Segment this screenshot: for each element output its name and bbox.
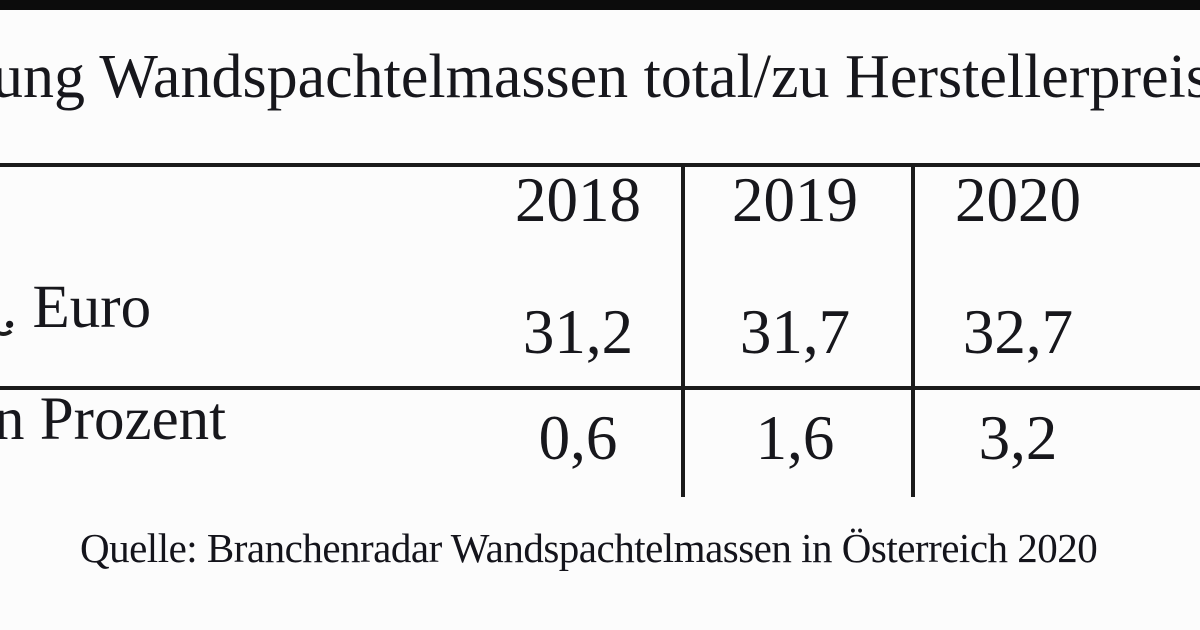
value-euro-2020: 32,7 bbox=[962, 297, 1074, 367]
year-header-2020: 2020 bbox=[955, 165, 1081, 235]
value-prozent-2019: 1,6 bbox=[755, 403, 835, 473]
year-header-2018: 2018 bbox=[515, 165, 641, 235]
value-prozent-2018: 0,6 bbox=[538, 403, 618, 473]
value-euro-2019: 31,7 bbox=[739, 297, 851, 367]
column-divider-2 bbox=[911, 163, 915, 497]
value-euro-2018: 31,2 bbox=[522, 297, 634, 367]
table-row-divider bbox=[0, 386, 1200, 390]
year-header-2019: 2019 bbox=[732, 165, 858, 235]
top-border-bar bbox=[0, 0, 1200, 10]
clipped-letter-fragment bbox=[0, 311, 16, 336]
chart-title: ung Wandspachtelmassen total/zu Herstell… bbox=[0, 43, 1200, 111]
column-divider-1 bbox=[681, 163, 685, 497]
row-label-euro: . Euro bbox=[2, 274, 152, 341]
source-caption: Quelle: Branchenradar Wandspachtelmassen… bbox=[80, 525, 1098, 571]
value-prozent-2020: 3,2 bbox=[978, 403, 1058, 473]
row-label-prozent: n Prozent bbox=[0, 386, 227, 453]
table-top-rule bbox=[0, 163, 1200, 167]
